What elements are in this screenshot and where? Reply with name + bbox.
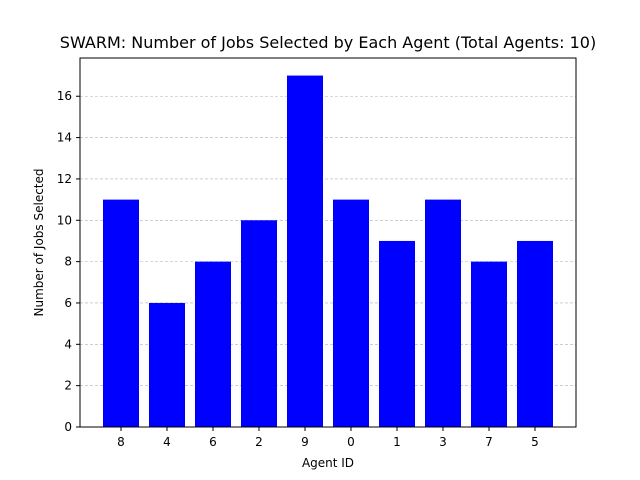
bar-agent-0	[333, 199, 369, 427]
y-tick-label: 4	[64, 337, 72, 351]
bar-agent-1	[379, 240, 415, 427]
bar-agent-7	[471, 261, 507, 427]
bar-agent-2	[241, 220, 277, 427]
bar-agent-9	[287, 75, 323, 428]
bar-agent-6	[195, 261, 231, 427]
y-tick-label: 2	[64, 379, 72, 393]
x-tick-label: 0	[347, 435, 355, 449]
x-tick-label: 2	[255, 435, 263, 449]
y-tick-label: 0	[64, 420, 72, 434]
x-axis-label: Agent ID	[302, 456, 354, 470]
x-tick-label: 5	[531, 435, 539, 449]
bar-agent-8	[103, 199, 139, 427]
y-axis-label: Number of Jobs Selected	[32, 169, 46, 317]
x-tick-label: 9	[301, 435, 309, 449]
bar-agent-5	[517, 240, 553, 427]
bars	[103, 75, 553, 428]
x-tick-label: 4	[163, 435, 171, 449]
y-tick-label: 6	[64, 296, 72, 310]
x-tick-label: 8	[117, 435, 125, 449]
x-axis-ticks: 8 4 6 2 9 0 1 3 7 5	[117, 427, 539, 449]
x-tick-label: 3	[439, 435, 447, 449]
y-tick-label: 8	[64, 255, 72, 269]
y-tick-label: 14	[57, 131, 72, 145]
plot-frame	[79, 57, 577, 428]
x-tick-label: 1	[393, 435, 401, 449]
bar-agent-3	[425, 199, 461, 427]
x-tick-label: 6	[209, 435, 217, 449]
chart-title: SWARM: Number of Jobs Selected by Each A…	[60, 33, 596, 52]
y-tick-label: 16	[57, 89, 72, 103]
y-tick-label: 12	[57, 172, 72, 186]
y-tick-label: 10	[57, 213, 72, 227]
x-tick-label: 7	[485, 435, 493, 449]
y-axis-ticks: 0 2 4 6 8 10 12 14 16	[57, 89, 80, 434]
bar-agent-4	[149, 302, 185, 427]
